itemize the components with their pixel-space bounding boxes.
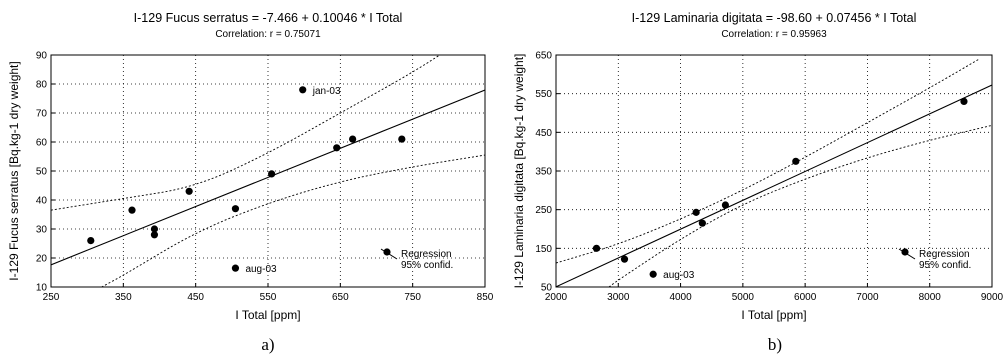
y-tick-label: 40 bbox=[36, 196, 48, 207]
y-tick-label: 90 bbox=[36, 51, 48, 62]
data-point bbox=[150, 225, 159, 233]
data-point bbox=[333, 144, 341, 152]
y-tick-label: 250 bbox=[535, 205, 552, 216]
x-tick-label: 2000 bbox=[545, 292, 568, 303]
y-axis-label: I-129 Laminaria digitata [Bq.kg-1 dry we… bbox=[512, 54, 526, 289]
point-annotation: jan-03 bbox=[312, 86, 341, 97]
x-tick-label: 250 bbox=[43, 292, 60, 303]
data-point bbox=[698, 219, 706, 227]
y-tick-label: 350 bbox=[535, 167, 552, 178]
y-tick-label: 10 bbox=[36, 283, 48, 294]
x-tick-label: 7000 bbox=[856, 292, 879, 303]
legend-point-icon bbox=[901, 248, 909, 256]
x-tick-label: 750 bbox=[404, 292, 421, 303]
y-tick-label: 20 bbox=[36, 254, 48, 265]
y-tick-label: 450 bbox=[535, 128, 552, 139]
data-point bbox=[349, 135, 357, 143]
x-tick-label: 550 bbox=[260, 292, 277, 303]
legend-item-confidence: 95% confid. bbox=[401, 260, 453, 271]
x-tick-label: 3000 bbox=[607, 292, 630, 303]
x-tick-label: 650 bbox=[332, 292, 349, 303]
x-tick-label: 5000 bbox=[732, 292, 755, 303]
x-axis-label: I Total [ppm] bbox=[235, 308, 300, 322]
x-tick-label: 9000 bbox=[981, 292, 1004, 303]
x-tick-label: 6000 bbox=[794, 292, 817, 303]
data-point bbox=[721, 201, 730, 209]
data-point bbox=[128, 206, 136, 214]
x-tick-label: 850 bbox=[477, 292, 494, 303]
y-tick-label: 60 bbox=[36, 138, 48, 149]
data-point bbox=[620, 255, 629, 263]
x-axis-label: I Total [ppm] bbox=[741, 308, 806, 322]
chart-panel-b: 2000 3000 4000 5000 6000 7000 8000 9000 50 150 250… bbox=[512, 11, 1004, 354]
plot-area bbox=[556, 58, 992, 287]
y-tick-label: 70 bbox=[36, 109, 48, 120]
data-point bbox=[268, 170, 276, 178]
chart-subtitle: Correlation: r = 0.95963 bbox=[721, 29, 827, 40]
grid bbox=[51, 55, 485, 287]
confidence-band-lower bbox=[101, 154, 485, 287]
data-point bbox=[87, 237, 95, 245]
chart-title: I-129 Fucus serratus = -7.466 + 0.10046 … bbox=[134, 11, 403, 25]
data-point bbox=[692, 208, 700, 216]
data-point bbox=[299, 86, 307, 94]
x-tick-label: 8000 bbox=[919, 292, 942, 303]
chart-panel-a: 250 350 450 550 650 750 850 10 20 30 40 50 60 70 80 90 I… bbox=[7, 11, 494, 354]
regression-line bbox=[556, 84, 992, 287]
data-point bbox=[649, 270, 657, 278]
data-point bbox=[398, 135, 406, 143]
y-tick-label: 50 bbox=[541, 283, 553, 294]
data-point bbox=[231, 264, 240, 272]
y-tick-label: 550 bbox=[535, 89, 552, 100]
legend-item-regression: Regression bbox=[919, 249, 970, 260]
plot-area bbox=[51, 55, 485, 287]
y-tick-label: 150 bbox=[535, 244, 552, 255]
point-annotation: aug-03 bbox=[245, 264, 277, 275]
confidence-band-upper bbox=[556, 58, 980, 264]
confidence-band-upper bbox=[51, 55, 441, 211]
x-tick-label: 4000 bbox=[669, 292, 692, 303]
data-point bbox=[150, 231, 159, 239]
legend-item-confidence: 95% confid. bbox=[919, 260, 971, 271]
regression-line bbox=[51, 89, 485, 266]
legend-point-icon bbox=[383, 248, 391, 256]
panel-label: a) bbox=[261, 335, 274, 354]
data-point bbox=[185, 187, 193, 195]
y-axis-label: I-129 Fucus serratus [Bq.kg-1 dry weight… bbox=[7, 61, 21, 280]
y-tick-label: 30 bbox=[36, 225, 48, 236]
confidence-band-lower bbox=[608, 124, 992, 287]
chart-subtitle: Correlation: r = 0.75071 bbox=[215, 29, 321, 40]
y-tick-label: 80 bbox=[36, 80, 48, 91]
grid bbox=[556, 55, 992, 287]
data-point bbox=[792, 157, 800, 165]
y-tick-label: 650 bbox=[535, 51, 552, 62]
x-tick-label: 450 bbox=[187, 292, 204, 303]
point-annotation: aug-03 bbox=[663, 270, 695, 281]
panel-label: b) bbox=[768, 335, 782, 354]
y-tick-label: 50 bbox=[36, 167, 48, 178]
legend-item-regression: Regression bbox=[401, 249, 452, 260]
data-point bbox=[231, 205, 240, 213]
chart-title: I-129 Laminaria digitata = -98.60 + 0.07… bbox=[632, 11, 917, 25]
data-point bbox=[960, 97, 968, 105]
data-point bbox=[592, 244, 601, 252]
x-tick-label: 350 bbox=[115, 292, 132, 303]
